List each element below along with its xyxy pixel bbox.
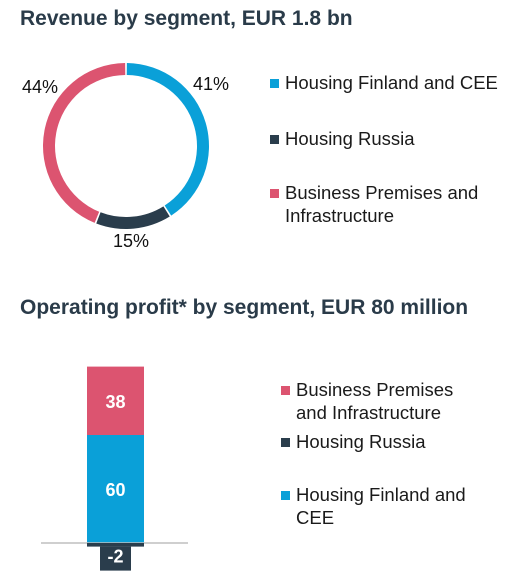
negative-label-box: [100, 546, 131, 571]
legend-label: Business Premises and Infrastructure: [285, 182, 479, 226]
donut-slice-business-premises-and-infrastructure: [42, 63, 126, 223]
donut-slice-housing-russia: [96, 206, 170, 229]
bar-segment-negative: [87, 543, 144, 547]
legend-swatch: [270, 189, 279, 198]
bar-value-label: 60: [105, 480, 125, 500]
legend-label: Housing Finland and CEE: [296, 484, 466, 528]
revenue-chart-title: Revenue by segment, EUR 1.8 bn: [20, 7, 353, 30]
slice-percent-label: 41%: [193, 74, 229, 94]
bar-segment-business-premises-and-infrastructure: [87, 366, 144, 435]
legend-swatch: [281, 438, 290, 447]
slice-percent-label: 15%: [113, 231, 149, 251]
bar-segment-housing-finland-and-cee: [87, 435, 144, 543]
bar-value-label: 38: [105, 392, 125, 412]
profit-legend-item-housing-finland: Housing Finland and CEE: [281, 483, 496, 529]
slice-percent-label: 44%: [22, 77, 58, 97]
revenue-legend-item-housing-russia: Housing Russia: [270, 127, 505, 150]
legend-swatch: [270, 135, 279, 144]
profit-legend-item-business-premises: Business Premises and Infrastructure: [281, 378, 486, 424]
bar-value-label: -2: [107, 547, 123, 567]
legend-swatch: [281, 386, 290, 395]
legend-swatch: [281, 491, 290, 500]
legend-swatch: [270, 79, 279, 88]
operating-profit-chart-title: Operating profit* by segment, EUR 80 mil…: [20, 296, 469, 319]
donut-slice-housing-finland-and-cee: [126, 63, 209, 216]
profit-legend-item-housing-russia: Housing Russia: [281, 430, 486, 453]
legend-label: Housing Finland and CEE: [285, 72, 498, 93]
legend-label: Housing Russia: [285, 128, 415, 149]
revenue-legend-item-business-premises: Business Premises and Infrastructure: [270, 181, 505, 227]
legend-label: Housing Russia: [296, 431, 426, 452]
revenue-legend-item-housing-finland: Housing Finland and CEE: [270, 71, 505, 94]
legend-label: Business Premises and Infrastructure: [296, 379, 454, 423]
